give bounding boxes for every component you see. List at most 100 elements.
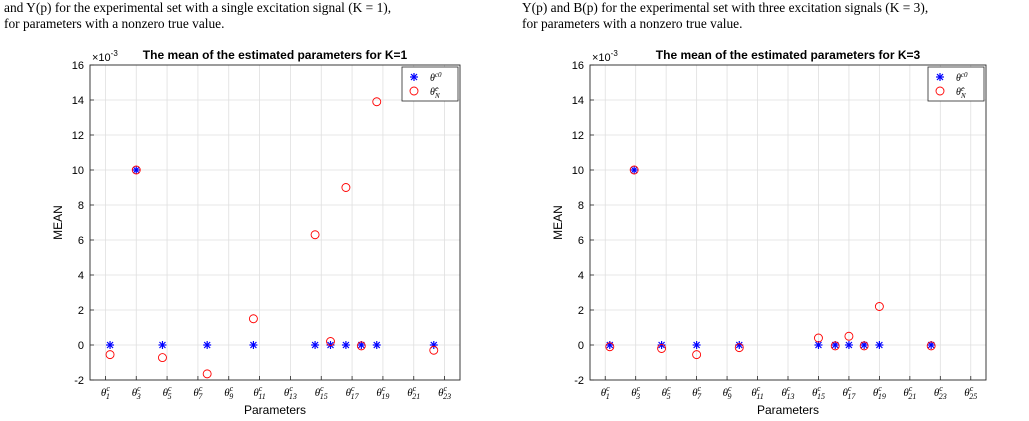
y-tick-label: 2 bbox=[578, 305, 584, 317]
estimate-point bbox=[202, 369, 212, 379]
x-tick-label: θc 3 bbox=[132, 384, 141, 401]
x-tick-label: θc 5 bbox=[662, 384, 671, 401]
legend-box bbox=[401, 66, 459, 102]
estimate-point bbox=[844, 331, 854, 341]
y-tick-label: 16 bbox=[72, 60, 84, 72]
estimate-point bbox=[326, 337, 335, 346]
x-tick-label: θc 15 bbox=[812, 384, 825, 401]
estimate-point bbox=[356, 341, 366, 351]
y-tick-label: 4 bbox=[78, 270, 84, 282]
x-tick-label: θc 25 bbox=[964, 384, 977, 401]
true-value-point bbox=[372, 341, 381, 349]
caption-left: and Y(p) for the experimental set with a… bbox=[4, 0, 509, 32]
legend-true-marker bbox=[410, 73, 418, 81]
chart-1: -2 0 2 4 6 8 10 12 14 16 θc 1 θc 3 θc 5 θc 7 θc 9 θc 11 θc 13 θc… bbox=[51, 48, 461, 417]
estimate-point bbox=[310, 230, 320, 240]
y-tick-label: 8 bbox=[78, 200, 84, 212]
y-tick-label: 0 bbox=[78, 340, 84, 352]
x-tick-label: θc 13 bbox=[284, 384, 297, 401]
true-value-point bbox=[630, 166, 639, 174]
x-tick-label: θc 17 bbox=[842, 384, 856, 401]
y-tick-label: 12 bbox=[72, 130, 84, 142]
x-tick-label: θc 13 bbox=[782, 384, 795, 401]
caption-right-line1: Y(p) and B(p) for the experimental set w… bbox=[522, 0, 929, 15]
estimate-point bbox=[692, 350, 702, 360]
legend-true-label: θc0 bbox=[430, 71, 442, 84]
estimate-point bbox=[372, 97, 382, 107]
true-value-point bbox=[326, 341, 335, 349]
estimate-point bbox=[605, 342, 615, 352]
x-tick-label: θc 19 bbox=[873, 384, 886, 401]
estimate-point bbox=[341, 183, 351, 192]
true-value-point bbox=[875, 341, 884, 349]
y-tick-label: 14 bbox=[72, 95, 84, 107]
y-tick-label: 0 bbox=[578, 340, 584, 352]
estimate-point bbox=[248, 314, 258, 324]
caption-right-line2: for parameters with a nonzero true value… bbox=[522, 16, 743, 31]
true-value-point bbox=[657, 341, 666, 349]
y-tick-label: -2 bbox=[74, 375, 84, 387]
legend-estimate-marker bbox=[935, 86, 945, 96]
x-tick-label: θc 23 bbox=[438, 384, 451, 401]
x-tick-label: θc 23 bbox=[934, 384, 947, 401]
y-tick-label: 10 bbox=[72, 165, 84, 177]
y-tick-label: 14 bbox=[572, 95, 584, 107]
legend-true-label: θc0 bbox=[956, 71, 968, 84]
estimate-point bbox=[859, 341, 869, 351]
estimate-point bbox=[926, 341, 936, 351]
y-tick-label: 6 bbox=[578, 235, 584, 247]
x-tick-label: θc 1 bbox=[601, 384, 610, 401]
caption-right: Y(p) and B(p) for the experimental set w… bbox=[522, 0, 1027, 32]
x-tick-label: θc 11 bbox=[751, 384, 763, 401]
true-value-point bbox=[735, 341, 744, 349]
y-tick-label: 8 bbox=[578, 200, 584, 212]
x-tick-label: θc 21 bbox=[903, 384, 916, 401]
estimate-point bbox=[629, 165, 639, 175]
caption-left-line2: for parameters with a nonzero true value… bbox=[4, 16, 225, 31]
true-value-point bbox=[106, 341, 115, 349]
estimate-point bbox=[814, 333, 823, 343]
y-tick-label: 4 bbox=[578, 270, 584, 282]
estimate-point bbox=[158, 353, 167, 363]
x-tick-label: θc 11 bbox=[253, 384, 265, 401]
x-tick-label: θc 9 bbox=[224, 384, 233, 401]
x-tick-label: θc 7 bbox=[692, 384, 702, 401]
true-value-point bbox=[249, 341, 258, 349]
x-tick-label: θc 19 bbox=[376, 384, 389, 401]
y-tick-label: 2 bbox=[78, 305, 84, 317]
true-value-point bbox=[927, 341, 936, 349]
x-axis-label: Parameters bbox=[244, 403, 306, 417]
axes-frame bbox=[89, 64, 461, 381]
chart-2: -2 0 2 4 6 8 10 12 14 16 θc 1 θc 3 θc 5 θc 7 θc 9 θc 11 θc 13 θc… bbox=[551, 48, 987, 417]
y-tick-label: 10 bbox=[572, 165, 584, 177]
x-tick-label: θc 5 bbox=[163, 384, 172, 401]
x-tick-label: θc 21 bbox=[407, 384, 420, 401]
x-tick-label: θc 9 bbox=[723, 384, 732, 401]
true-value-point bbox=[605, 341, 614, 349]
estimate-point bbox=[105, 350, 115, 360]
true-value-point bbox=[203, 341, 212, 349]
chart-title: The mean of the estimated parameters for… bbox=[656, 48, 921, 62]
x-tick-label: θc 3 bbox=[631, 384, 640, 401]
legend-estimate-marker bbox=[409, 86, 419, 96]
estimate-point bbox=[874, 302, 884, 311]
legend-box bbox=[927, 66, 985, 102]
caption-left-line1: and Y(p) for the experimental set with a… bbox=[4, 0, 392, 15]
y-axis-label: MEAN bbox=[51, 205, 65, 240]
estimate-point bbox=[734, 343, 744, 353]
y-tick-label: 6 bbox=[78, 235, 84, 247]
true-value-point bbox=[860, 341, 869, 349]
true-value-point bbox=[844, 341, 853, 349]
estimate-point bbox=[657, 344, 667, 353]
estimate-point bbox=[830, 341, 840, 351]
legend-estimate-label: θ̂c N bbox=[956, 85, 966, 100]
x-tick-label: θc 7 bbox=[193, 384, 203, 401]
true-value-point bbox=[311, 341, 320, 349]
true-value-point bbox=[692, 341, 701, 349]
y-tick-label: -2 bbox=[574, 375, 584, 387]
estimate-point bbox=[429, 345, 439, 355]
true-value-point bbox=[132, 166, 141, 174]
y-exponent-label: ×10-3 bbox=[92, 49, 118, 64]
y-exponent-label: ×10-3 bbox=[592, 49, 618, 64]
